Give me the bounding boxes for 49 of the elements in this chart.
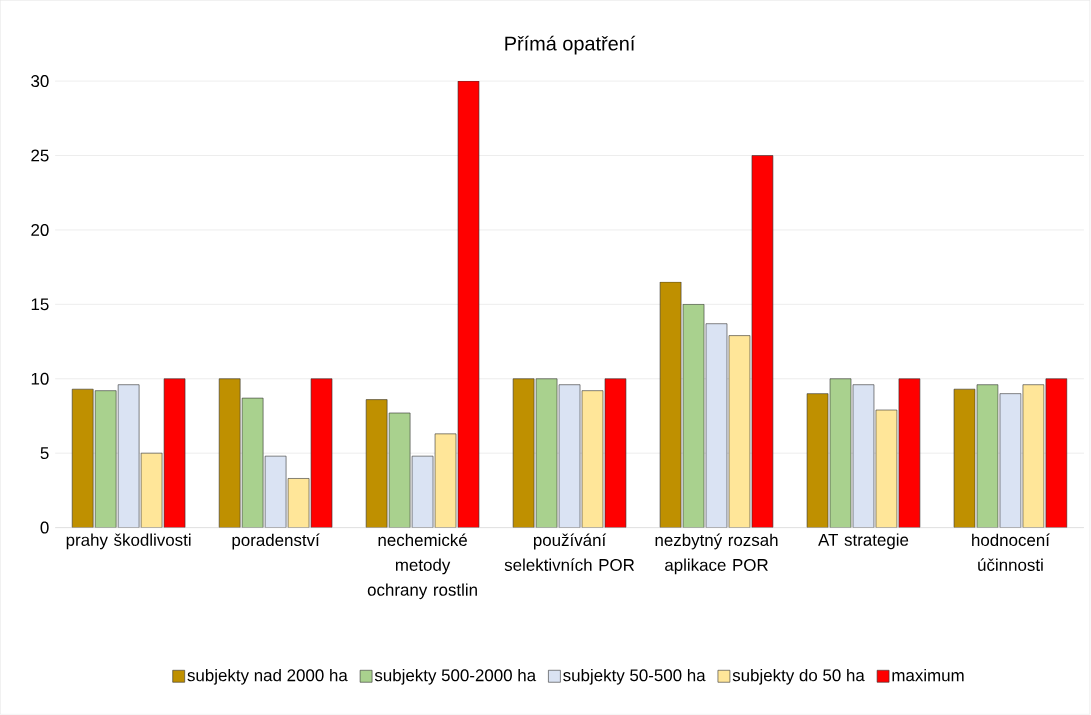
bar <box>660 282 682 528</box>
x-tick-label: poradenství <box>232 533 320 550</box>
bar <box>976 384 999 528</box>
bar <box>95 390 117 528</box>
bar <box>898 378 920 528</box>
bar <box>999 393 1022 528</box>
legend-label: subjekty nad 2000 ha <box>187 669 348 685</box>
x-tick-label: AT strategie <box>818 533 909 550</box>
y-tick-label: 10 <box>31 372 49 385</box>
bar <box>604 378 626 528</box>
bar <box>728 335 750 528</box>
bar <box>853 384 874 528</box>
bar <box>807 393 829 528</box>
bar <box>1022 384 1045 528</box>
x-tick-label: nezbytný rozsah aplikace POR <box>655 533 778 575</box>
chart-title: Přímá opatření <box>505 35 636 55</box>
x-tick-label: používání selektivních POR <box>504 533 635 572</box>
bar <box>953 389 976 528</box>
y-tick-label: 25 <box>31 149 49 162</box>
bar <box>582 390 603 528</box>
x-tick-label: prahy škodlivosti <box>66 533 191 550</box>
legend-label: maximum <box>892 669 964 682</box>
bar <box>72 389 94 528</box>
legend-label: subjekty 500-2000 ha <box>374 669 537 685</box>
bar <box>706 323 727 528</box>
y-tick-label: 0 <box>40 521 49 534</box>
bar <box>458 81 479 528</box>
legend-label: subjekty do 50 ha <box>732 669 865 685</box>
legend-label: subjekty 50-500 ha <box>563 669 706 685</box>
y-tick-label: 15 <box>31 298 49 311</box>
bar <box>242 398 264 528</box>
bar <box>219 378 241 528</box>
bar <box>118 384 140 528</box>
bar <box>366 399 388 528</box>
bar <box>751 155 773 528</box>
y-tick-label: 30 <box>31 75 49 88</box>
bar <box>513 378 535 528</box>
bar <box>311 378 333 528</box>
bar <box>559 384 581 528</box>
y-tick-label: 5 <box>40 447 49 460</box>
x-tick-label: nechemické metody ochrany rostlin <box>367 533 477 600</box>
x-tick-label: hodnocení účinnosti <box>972 533 1050 572</box>
bar <box>830 378 852 528</box>
bar <box>683 304 705 528</box>
bar <box>164 378 186 528</box>
y-tick-label: 20 <box>31 224 49 237</box>
bar <box>1045 378 1068 528</box>
bar <box>435 434 457 528</box>
bar <box>536 378 558 528</box>
